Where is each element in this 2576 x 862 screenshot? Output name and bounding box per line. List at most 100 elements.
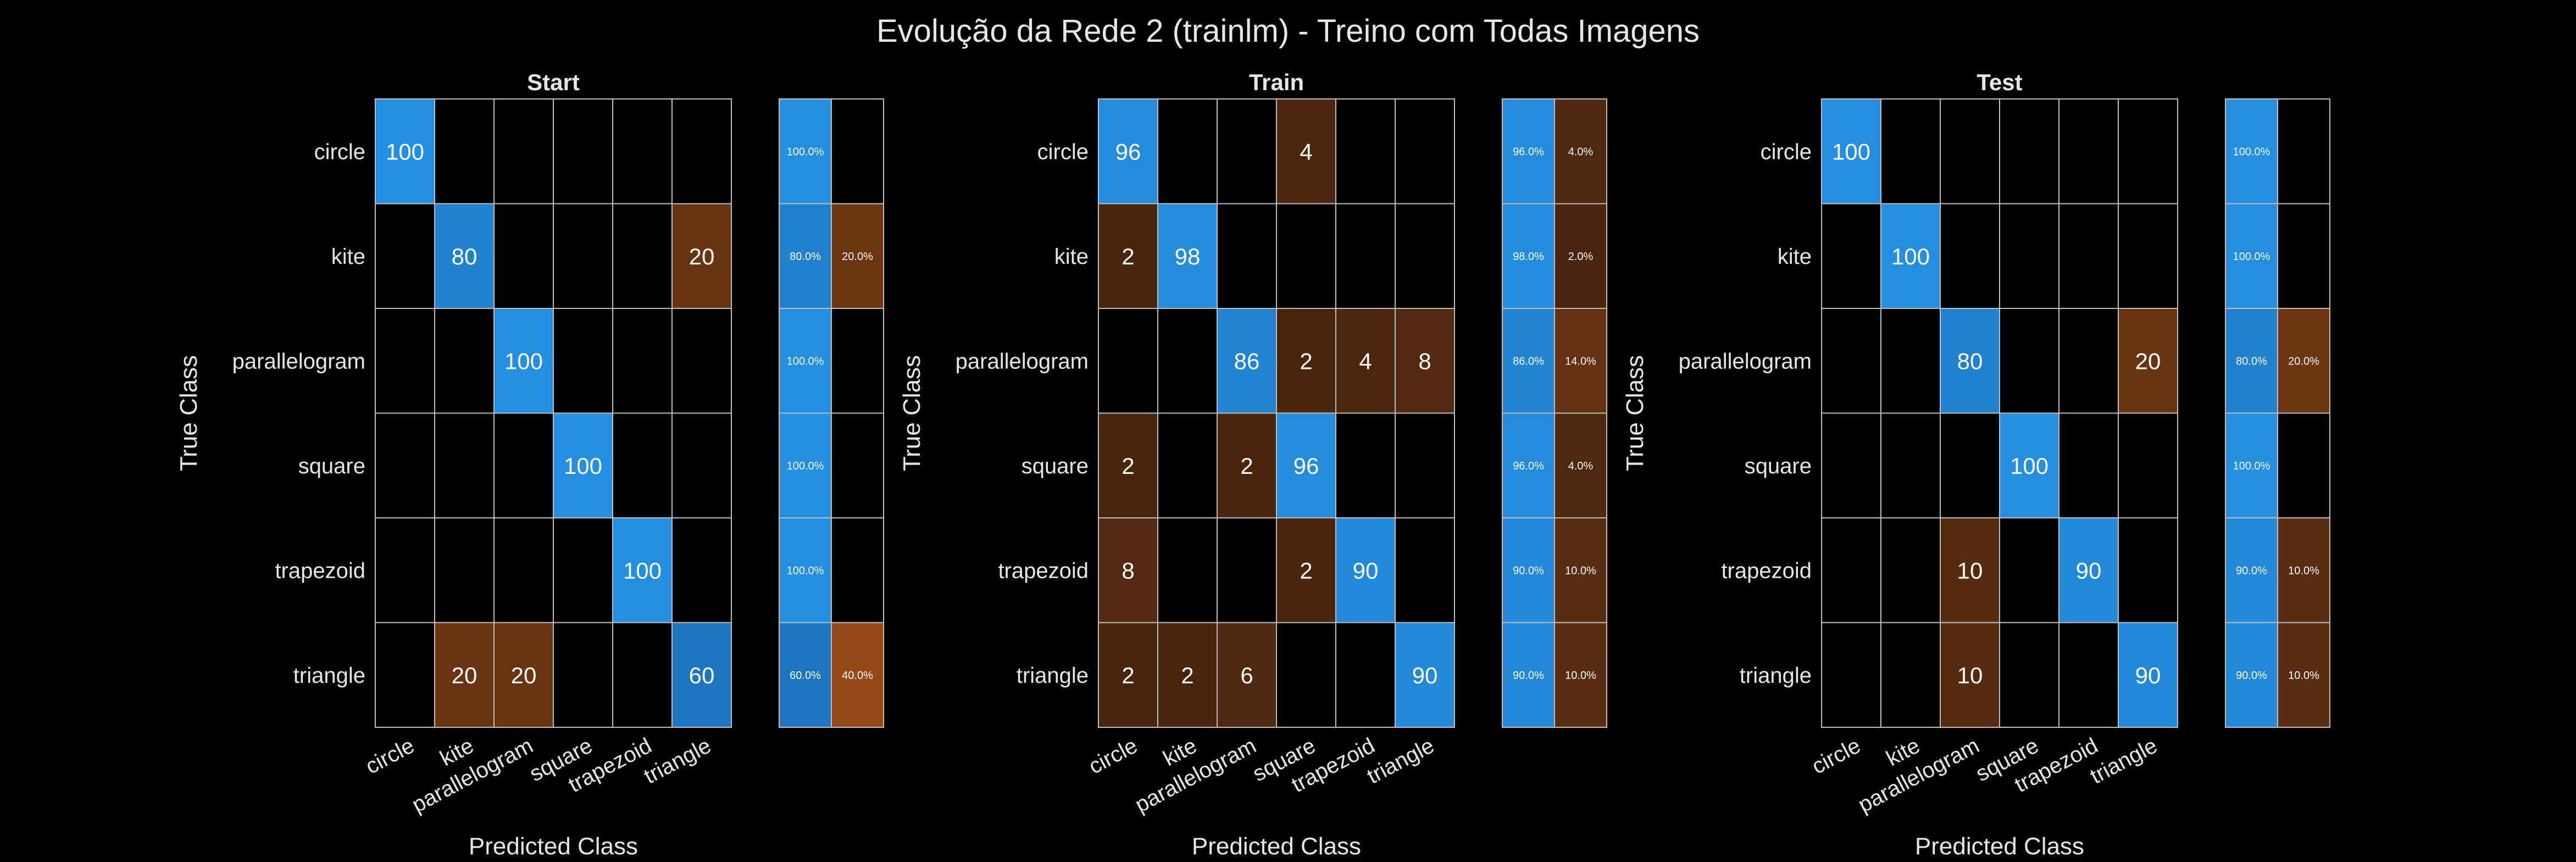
confusion-cell <box>1098 98 1158 205</box>
confusion-cell <box>612 203 673 309</box>
x-axis-label: Predicted Class <box>469 833 638 859</box>
confusion-cell-value: 90 <box>2135 662 2161 688</box>
row-summary-correct-value: 96.0% <box>1513 460 1544 472</box>
row-summary-incorrect-value: 2.0% <box>1568 251 1594 263</box>
confusion-cell-value: 90 <box>2076 557 2102 583</box>
row-summary-correct-value: 80.0% <box>2236 355 2267 367</box>
row-summary-incorrect-value: 10.0% <box>1565 670 1596 682</box>
confusion-cell <box>1395 412 1455 518</box>
confusion-cell-value: 80 <box>1957 348 1983 374</box>
confusion-cell-value: 20 <box>689 244 715 269</box>
confusion-cell <box>493 412 554 518</box>
confusion-cell <box>2058 517 2119 623</box>
confusion-cell <box>434 203 495 309</box>
confusion-cell <box>434 517 495 623</box>
row-summary-correct-cell <box>2225 308 2278 414</box>
confusion-cell <box>1880 412 1941 518</box>
y-tick-label: triangle <box>293 664 365 688</box>
y-tick-label: trapezoid <box>1721 559 1812 583</box>
row-summary-incorrect-value: 10.0% <box>1565 565 1596 577</box>
panels: Start 100 circle 80 20 kite 100 parallelogram 10… <box>175 69 2330 860</box>
confusion-cell-value: 20 <box>511 662 537 688</box>
confusion-cell-value: 96 <box>1293 453 1319 479</box>
row-summary-correct-cell <box>1502 622 1555 728</box>
y-axis-label: True Class <box>175 355 202 471</box>
confusion-cell <box>1395 203 1455 309</box>
confusion-cell <box>434 308 495 414</box>
confusion-cell <box>375 412 435 518</box>
confusion-cell <box>1335 622 1396 728</box>
y-tick-label: circle <box>1037 140 1089 164</box>
confusion-cell-value: 98 <box>1175 244 1201 269</box>
confusion-cell <box>1880 98 1941 205</box>
row-summary-incorrect-cell <box>831 517 884 623</box>
confusion-cell <box>1940 203 2000 309</box>
confusion-cell <box>1999 98 2059 205</box>
confusion-cell <box>553 308 613 414</box>
x-tick-label: triangle <box>640 733 715 788</box>
confusion-cell <box>1999 412 2059 518</box>
x-axis-label: Predicted Class <box>1192 833 1361 859</box>
confusion-cell-value: 80 <box>452 244 478 269</box>
row-summary-correct-value: 90.0% <box>2236 565 2267 577</box>
confusion-cell <box>553 517 613 623</box>
row-summary-incorrect-cell <box>2277 203 2330 309</box>
y-tick-label: kite <box>331 245 365 269</box>
confusion-cell <box>2118 412 2178 518</box>
panel-title: Train <box>1249 69 1304 95</box>
row-summary-correct-value: 100.0% <box>787 146 824 158</box>
confusion-cell <box>434 98 495 205</box>
confusion-cell <box>671 308 732 414</box>
y-tick-label: circle <box>314 140 365 164</box>
row-summary-incorrect-cell <box>831 412 884 518</box>
confusion-cell <box>1335 98 1396 205</box>
row-summary-incorrect-cell <box>1554 203 1607 309</box>
confusion-cell <box>671 412 732 518</box>
row-summary-incorrect-value: 14.0% <box>1565 355 1596 367</box>
row-summary-correct-cell <box>1502 308 1555 414</box>
confusion-cell <box>1217 308 1277 414</box>
panel-title: Test <box>1977 69 2022 95</box>
confusion-cell <box>493 517 554 623</box>
confusion-cell-value: 2 <box>1122 453 1134 479</box>
row-summary-incorrect-value: 10.0% <box>2288 565 2319 577</box>
confusion-cell <box>375 308 435 414</box>
confusion-cell-value: 100 <box>1891 244 1930 269</box>
y-tick-label: parallelogram <box>232 349 365 373</box>
confusion-cell <box>612 622 673 728</box>
confusion-cell-value: 2 <box>1122 662 1134 688</box>
confusion-cell <box>671 98 732 205</box>
confusion-cell <box>1880 622 1941 728</box>
confusion-cell-value: 6 <box>1240 662 1253 688</box>
row-summary-incorrect-value: 20.0% <box>2288 355 2319 367</box>
y-axis-label: True Class <box>1622 355 1648 471</box>
row-summary-incorrect-cell <box>831 622 884 728</box>
row-summary-incorrect-value: 10.0% <box>2288 670 2319 682</box>
confusion-cell-value: 100 <box>564 453 602 479</box>
y-tick-label: kite <box>1778 245 1812 269</box>
confusion-cell <box>1098 203 1158 309</box>
confusion-cell <box>1821 517 1881 623</box>
confusion-cell <box>2118 203 2178 309</box>
confusion-cell-value: 96 <box>1115 139 1141 164</box>
y-tick-label: trapezoid <box>275 559 365 583</box>
confusion-cell-value: 90 <box>1412 662 1438 688</box>
confusion-cell <box>1276 203 1336 309</box>
row-summary-incorrect-cell <box>831 98 884 205</box>
row-summary-correct-cell <box>1502 98 1555 205</box>
row-summary-incorrect-cell <box>831 308 884 414</box>
row-summary-correct-value: 100.0% <box>2233 146 2270 158</box>
y-tick-label: triangle <box>1740 664 1812 688</box>
confusion-cell <box>2058 308 2119 414</box>
row-summary-incorrect-cell <box>2277 517 2330 623</box>
confusion-cell <box>1157 308 1218 414</box>
row-summary-correct-value: 98.0% <box>1513 251 1544 263</box>
confusion-cell <box>2058 203 2119 309</box>
confusion-panel-start: Start 100 circle 80 20 kite 100 parallelogram 10… <box>175 69 884 860</box>
figure-title: Evolução da Rede 2 (trainlm) - Treino co… <box>876 13 1700 49</box>
row-summary-incorrect-cell <box>2277 622 2330 728</box>
confusion-cell <box>493 98 554 205</box>
confusion-cell <box>2058 622 2119 728</box>
row-summary-correct-value: 90.0% <box>1513 565 1544 577</box>
